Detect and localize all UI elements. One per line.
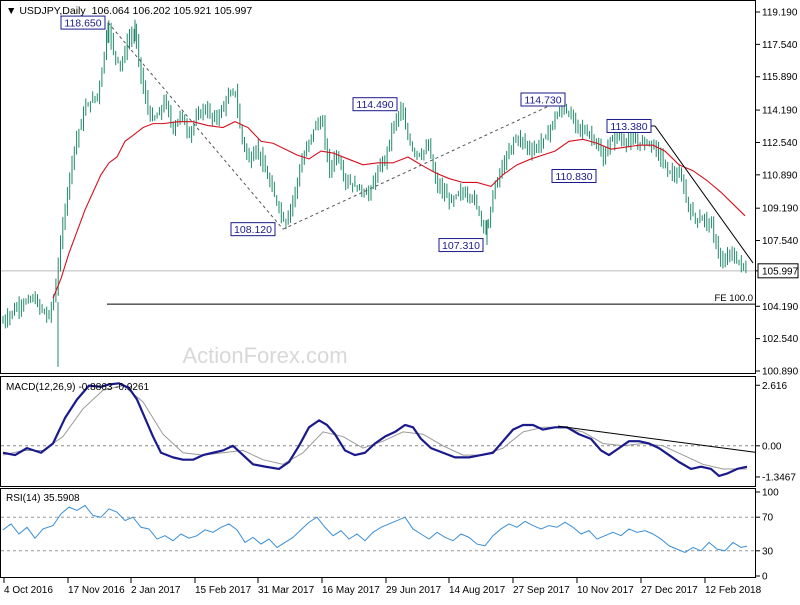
price-tick-label: 109.190 — [762, 204, 799, 215]
x-tick-label: 15 Feb 2017 — [195, 585, 252, 596]
swing-label: 107.310 — [438, 238, 484, 253]
swing-label-box — [520, 92, 566, 107]
swing-label-box — [606, 118, 652, 133]
x-tick-label: 27 Dec 2017 — [641, 585, 698, 596]
price-bars — [2, 19, 747, 367]
x-tick-label: 4 Oct 2016 — [4, 585, 53, 596]
swing-label-text: 108.120 — [234, 224, 272, 236]
price-tick-label: 112.540 — [762, 138, 798, 149]
rsi-layer: 100 70 30 0 — [1, 488, 779, 583]
x-tick-label: 31 Mar 2017 — [258, 585, 315, 596]
price-tick-label: 104.190 — [762, 302, 799, 313]
x-tick-label: 2 Jan 2017 — [131, 585, 181, 596]
price-tick-label: 115.890 — [762, 72, 798, 83]
price-tick-label: 102.540 — [762, 334, 799, 345]
rsi-tick-label: 70 — [762, 513, 774, 524]
macd-label: MACD(12,26,9) — [6, 382, 75, 393]
swing-label-text: 118.650 — [64, 18, 101, 30]
price-tick-label: 110.890 — [762, 170, 798, 181]
price-axis: 119.190 117.540 115.890 114.190 112.540 110.8… — [755, 8, 799, 378]
macd-trendline — [557, 425, 756, 453]
swing-label-text: 114.490 — [356, 99, 393, 111]
x-tick-label: 14 Aug 2017 — [449, 585, 506, 596]
current-price-box — [757, 263, 799, 279]
price-tick-label: 100.890 — [762, 367, 799, 378]
macd-tick-label: 2.616 — [762, 381, 787, 392]
x-tick-label: 10 Nov 2017 — [577, 585, 634, 596]
price-tick-label: 107.540 — [762, 236, 799, 247]
moving-average — [52, 121, 746, 299]
swing-label-box — [551, 169, 597, 184]
macd-layer: 2.616 0.00 -1.3467 — [1, 381, 796, 483]
x-tick-label: 17 Nov 2016 — [68, 585, 125, 596]
macd-signal-line — [2, 385, 747, 470]
rsi-tick-label: 100 — [762, 488, 779, 499]
rsi-panel-frame — [0, 488, 756, 578]
rsi-value: 35.5908 — [43, 493, 80, 504]
price-panel-frame — [0, 0, 756, 374]
header-ohlc: 106.064 106.202 105.921 105.997 — [92, 5, 253, 17]
swing-label: 113.380 — [606, 118, 652, 133]
rsi-label: RSI(14) — [6, 493, 40, 504]
falling-trendline — [654, 125, 754, 264]
x-tick-label: 12 Feb 2018 — [705, 585, 762, 596]
chart-header: ▼ USDJPY,Daily 106.064 106.202 105.921 10… — [6, 5, 252, 17]
swing-label-box — [438, 238, 484, 253]
swing-label: 114.730 — [520, 92, 566, 107]
swing-label-text: 110.830 — [555, 171, 592, 183]
macd-line — [2, 382, 748, 477]
fe-level-label: FE 100.0 — [714, 293, 753, 304]
dashed-trendline — [107, 22, 284, 230]
x-tick-label: 27 Sep 2017 — [513, 585, 570, 596]
x-tick-label: 29 Jun 2017 — [386, 585, 441, 596]
swing-label: 108.120 — [230, 222, 276, 237]
macd-header: MACD(12,26,9) -0.8863 -0.9261 — [6, 382, 150, 393]
price-tick-label: 119.190 — [762, 8, 798, 19]
rsi-tick-label: 30 — [762, 546, 774, 557]
swing-label-box — [230, 222, 276, 237]
x-axis: 4 Oct 2016 17 Nov 2016 2 Jan 2017 15 Feb 20… — [3, 578, 762, 596]
swing-label-box — [60, 15, 106, 30]
macd-tick-label: -1.3467 — [762, 472, 796, 483]
rsi-tick-label: 0 — [762, 572, 768, 583]
rsi-header: RSI(14) 35.5908 — [6, 493, 80, 504]
header-arrow-icon: ▼ — [6, 5, 19, 17]
swing-label: 110.830 — [551, 169, 597, 184]
swing-label-text: 113.380 — [610, 121, 647, 133]
watermark: ActionForex.com — [182, 343, 347, 368]
price-tick-label: 114.190 — [762, 106, 798, 117]
macd-values: -0.8863 -0.9261 — [78, 382, 149, 393]
swing-label-box — [352, 97, 398, 112]
macd-panel-frame — [0, 376, 756, 487]
x-tick-label: 16 May 2017 — [322, 585, 380, 596]
swing-label: 118.650 — [60, 15, 106, 30]
swing-label-text: 114.730 — [524, 94, 561, 106]
swing-labels: 118.650 108.120 114.490 107.310 114.730 110.8… — [60, 15, 652, 253]
price-tick-label: 117.540 — [762, 40, 798, 51]
price-levels: FE 100.0 — [1, 270, 755, 305]
swing-label: 114.490 — [352, 97, 398, 112]
header-symbol: USDJPY,Daily — [19, 5, 86, 17]
price-tick-label: 105.997 — [762, 266, 799, 277]
swing-label-text: 107.310 — [442, 240, 480, 252]
rsi-line — [2, 504, 748, 554]
moving-average-line — [52, 121, 746, 299]
macd-tick-label: 0.00 — [762, 441, 782, 452]
